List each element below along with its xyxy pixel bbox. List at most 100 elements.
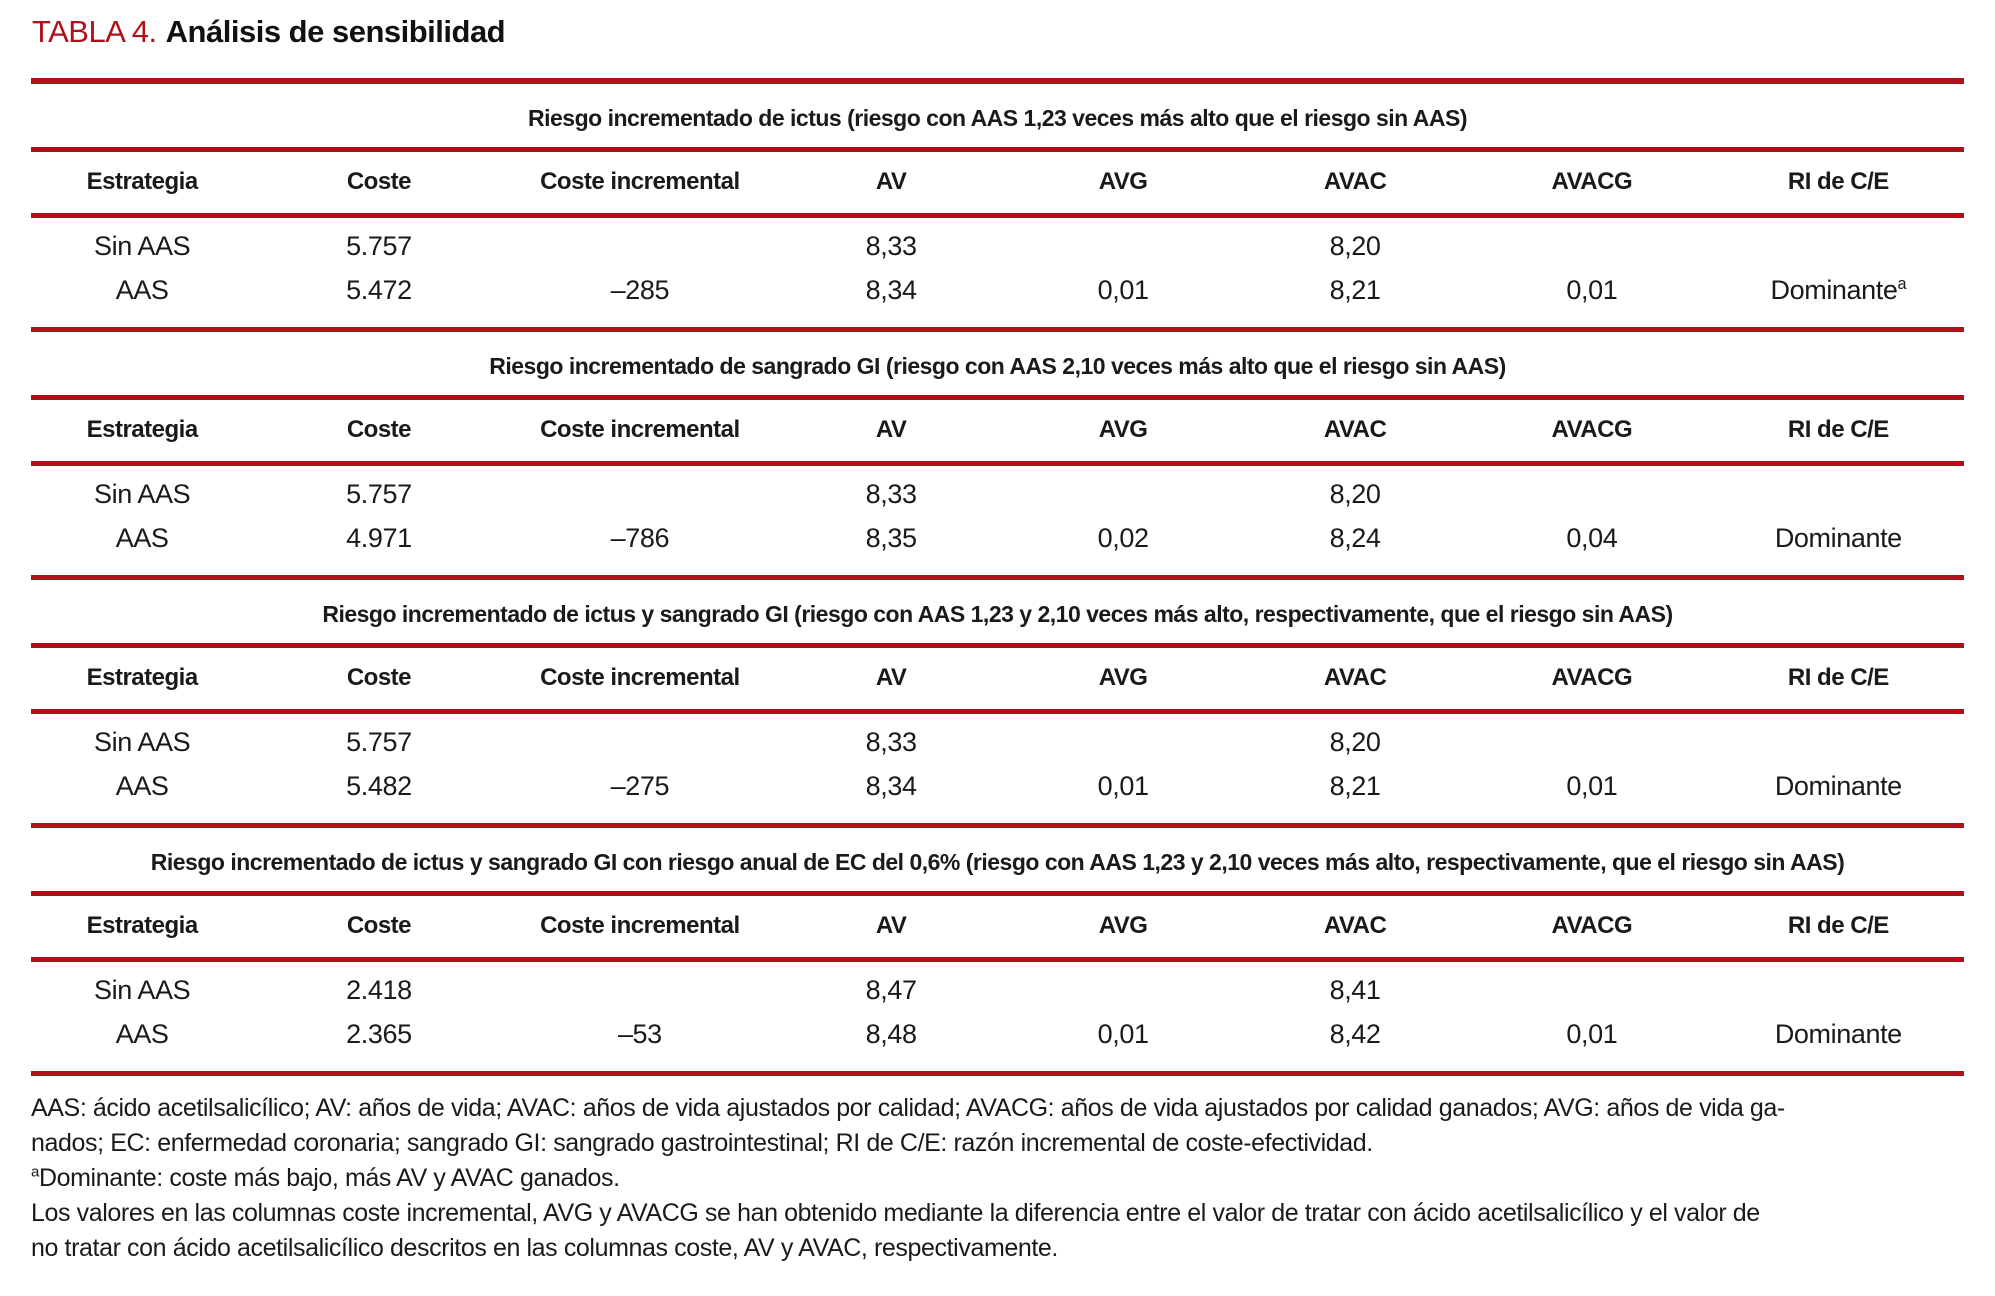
column-header-row: Estrategia Coste Coste incremental AV AV… [31,893,1964,962]
cell-avacg: 0,01 [1566,275,1618,305]
table-row-aas: AAS 4.971 –786 8,35 0,02 8,24 0,04 Domin… [31,514,1964,578]
cell-avg: 0,01 [1097,1019,1149,1049]
col-header-avacg: AVACG [1471,893,1713,962]
column-header-row: Estrategia Coste Coste incremental AV AV… [31,397,1964,466]
cell-av: 8,33 [865,479,917,509]
table-row-sin-aas: Sin AAS 5.757 8,33 8,20 [31,712,1964,763]
cell-avg [1007,712,1239,763]
footnote-values-line1: Los valores en las columnas coste increm… [31,1199,1760,1227]
cell-avac: 8,41 [1329,975,1381,1005]
cell-avac: 8,20 [1329,727,1381,757]
col-header-avg: AVG [1007,397,1240,466]
footnote-marker: a [31,1163,39,1181]
table-row-sin-aas: Sin AAS 5.757 8,33 8,20 [31,464,1964,515]
section-ictus-y-sangrado: Riesgo incrementado de ictus y sangrado … [31,580,1964,828]
col-header-avac: AVAC [1239,893,1472,962]
cell-estrategia: AAS [115,1019,169,1049]
table-row-sin-aas: Sin AAS 5.757 8,33 8,20 [31,216,1964,267]
cell-avacg [1471,464,1713,515]
section-ictus: Riesgo incrementado de ictus (riesgo con… [31,84,1964,332]
cell-coste: 2.418 [346,975,412,1005]
col-header-ri-ce: RI de C/E [1712,645,1964,714]
col-header-avacg: AVACG [1471,397,1713,466]
col-header-avac: AVAC [1239,149,1472,218]
col-header-avac: AVAC [1239,645,1472,714]
table-row-aas: AAS 2.365 –53 8,48 0,01 8,42 0,01 Domina… [31,1010,1964,1074]
cell-avg [1007,960,1239,1011]
cell-estrategia: AAS [115,523,169,553]
cell-avac: 8,21 [1329,275,1381,305]
cell-avac: 8,24 [1329,523,1381,553]
cell-estrategia: Sin AAS [94,975,191,1005]
cell-coste: 5.482 [346,771,412,801]
cell-estrategia: Sin AAS [94,231,191,261]
cell-avg: 0,01 [1097,275,1149,305]
cell-ri: Dominante [1774,1019,1902,1049]
cell-estrategia: Sin AAS [94,727,191,757]
cell-avacg: 0,04 [1566,523,1618,553]
cell-av: 8,34 [865,771,917,801]
cell-estrategia: Sin AAS [94,479,191,509]
cell-coste: 5.472 [346,275,412,305]
section-caption-row: Riesgo incrementado de ictus y sangrado … [31,828,1964,896]
cell-avacg [1471,712,1713,763]
col-header-av: AV [775,149,1008,218]
footnote-dominante-text: Dominante: coste más bajo, más AV y AVAC… [38,1164,620,1192]
ri-value: Dominante [1770,275,1898,305]
col-header-av: AV [775,645,1008,714]
cell-coste-incremental: –285 [610,275,670,305]
footnote-abbreviations-line2: nados; EC: enfermedad coronaria; sangrad… [31,1129,1373,1157]
cell-coste-incremental [505,464,776,515]
cell-coste: 5.757 [346,479,412,509]
col-header-avac: AVAC [1239,397,1472,466]
cell-coste: 4.971 [346,523,412,553]
cell-coste-incremental [505,216,776,267]
cell-avg [1007,464,1239,515]
cell-av: 8,33 [865,231,917,261]
table-row-aas: AAS 5.482 –275 8,34 0,01 8,21 0,01 Domin… [31,762,1964,826]
col-header-coste-incremental: Coste incremental [504,397,776,466]
cell-estrategia: AAS [115,275,169,305]
section-caption-row: Riesgo incrementado de ictus (riesgo con… [31,84,1964,152]
footnote-values-line2: no tratar con ácido acetilsalicílico des… [31,1234,1058,1262]
section-caption-row: Riesgo incrementado de ictus y sangrado … [31,580,1964,648]
cell-ri: Dominante [1774,771,1902,801]
cell-coste: 5.757 [346,231,412,261]
table-row-sin-aas: Sin AAS 2.418 8,47 8,41 [31,960,1964,1011]
cell-avg [1007,216,1239,267]
table-number-label: TABLA 4. [32,14,157,49]
col-header-coste-incremental: Coste incremental [504,893,776,962]
cell-avacg: 0,01 [1566,1019,1618,1049]
col-header-coste-incremental: Coste incremental [504,149,776,218]
col-header-estrategia: Estrategia [31,893,254,962]
cell-coste-incremental: –786 [610,523,670,553]
col-header-coste: Coste [253,893,505,962]
col-header-avg: AVG [1007,893,1240,962]
cell-estrategia: AAS [115,771,169,801]
col-header-avg: AVG [1007,645,1240,714]
column-header-row: Estrategia Coste Coste incremental AV AV… [31,149,1964,218]
col-header-coste: Coste [253,645,505,714]
cell-coste-incremental [505,960,776,1011]
col-header-coste: Coste [253,397,505,466]
section-sangrado-gi: Riesgo incrementado de sangrado GI (ries… [31,332,1964,580]
section-caption: Riesgo incrementado de ictus (riesgo con… [31,84,1964,152]
page-title: TABLA 4. Análisis de sensibilidad [32,14,1964,50]
section-caption: Riesgo incrementado de sangrado GI (ries… [31,332,1964,400]
title-divider-rule [31,78,1964,84]
cell-ri [1713,464,1964,515]
cell-av: 8,47 [865,975,917,1005]
col-header-ri-ce: RI de C/E [1712,397,1964,466]
col-header-avacg: AVACG [1471,645,1713,714]
cell-av: 8,35 [865,523,917,553]
cell-avacg [1471,960,1713,1011]
col-header-ri-ce: RI de C/E [1712,893,1964,962]
cell-ri: Dominantea [1713,266,1964,330]
section-caption-row: Riesgo incrementado de sangrado GI (ries… [31,332,1964,400]
col-header-ri-ce: RI de C/E [1712,149,1964,218]
cell-av: 8,33 [865,727,917,757]
cell-ri: Dominante [1774,523,1902,553]
cell-avac: 8,21 [1329,771,1381,801]
cell-coste-incremental: –53 [617,1019,662,1049]
cell-coste-incremental [505,712,776,763]
